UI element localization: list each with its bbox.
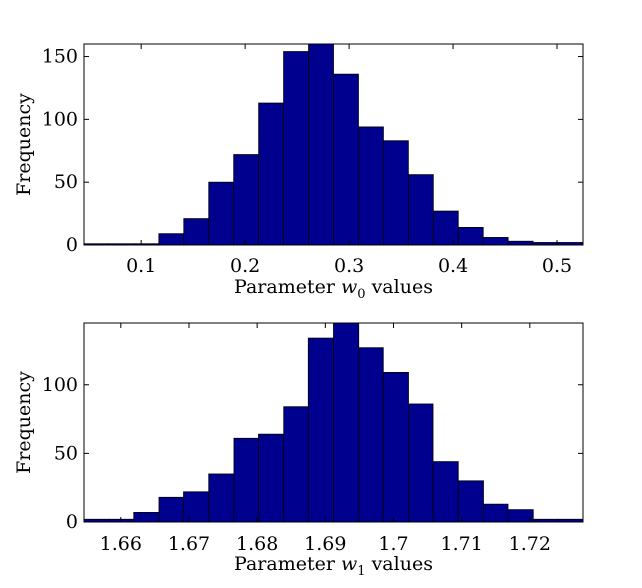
histogram-bar: [432, 210, 459, 246]
y-tick-label: 50: [54, 171, 78, 193]
histogram-bar: [258, 433, 285, 523]
histogram-bar: [283, 51, 309, 246]
histogram-bar: [208, 181, 235, 246]
x-tick-label: 1.66: [100, 533, 142, 555]
histogram-bar: [133, 511, 160, 523]
histogram-bar: [158, 233, 185, 246]
histogram-bar: [482, 237, 509, 246]
histogram-bar: [457, 480, 484, 523]
histogram-bar: [382, 140, 409, 246]
histogram-bar: [183, 218, 210, 246]
y-tick-label: 0: [66, 234, 78, 256]
histogram-bar: [408, 403, 434, 523]
histogram-bar: [407, 174, 434, 246]
x-axis-label: Parameter w0 values: [234, 276, 433, 302]
histogram-bar: [333, 73, 359, 246]
histogram-bar: [358, 347, 384, 523]
x-tick-label: 1.7: [378, 533, 408, 555]
y-tick-label: 50: [54, 442, 78, 464]
histogram-bar: [382, 372, 409, 523]
plot-frame: [83, 322, 584, 523]
plot-frame: [83, 43, 584, 246]
x-tick-label: 0.4: [438, 255, 468, 277]
x-tick-label: 1.69: [304, 533, 346, 555]
histogram-bar: [307, 337, 334, 523]
histogram-bar: [358, 126, 384, 246]
histogram-bar: [208, 473, 235, 523]
x-tick-label: 1.71: [441, 533, 483, 555]
histogram-bar: [233, 437, 259, 523]
histogram-bar: [258, 102, 284, 246]
histogram-bar: [308, 43, 334, 246]
y-axis-label: Frequency: [13, 371, 35, 474]
histogram-bar: [333, 322, 360, 523]
y-tick-label: 150: [42, 46, 78, 68]
x-tick-label: 0.3: [334, 255, 364, 277]
x-tick-label: 0.1: [126, 255, 156, 277]
histogram-bar: [283, 406, 309, 523]
histogram-bar: [507, 240, 534, 246]
x-tick-label: 1.68: [236, 533, 278, 555]
y-tick-label: 100: [42, 108, 78, 130]
histogram-bar: [483, 503, 509, 523]
histogram-bar: [158, 496, 184, 523]
x-tick-label: 0.5: [542, 255, 572, 277]
histogram-bar: [432, 461, 459, 523]
histogram-bar: [183, 491, 210, 523]
x-axis-label: Parameter w1 values: [234, 553, 433, 579]
histogram-panel-1: 1.66 1.67 1.68 1.69 1.7 1.71 1.72 0 50 100 Paramet…: [13, 322, 584, 579]
histogram-bar: [457, 227, 484, 246]
histogram-panel-0: 0.1 0.2 0.3 0.4 0.5 0 50 100 150 Parameter w0 val…: [13, 43, 584, 302]
x-tick-label: 1.72: [509, 533, 551, 555]
x-tick-label: 1.67: [168, 533, 210, 555]
histogram-bar: [233, 154, 260, 246]
x-tick-label: 0.2: [230, 255, 260, 277]
y-tick-label: 0: [66, 511, 78, 533]
y-tick-label: 100: [42, 374, 78, 396]
y-axis-label: Frequency: [13, 93, 35, 196]
